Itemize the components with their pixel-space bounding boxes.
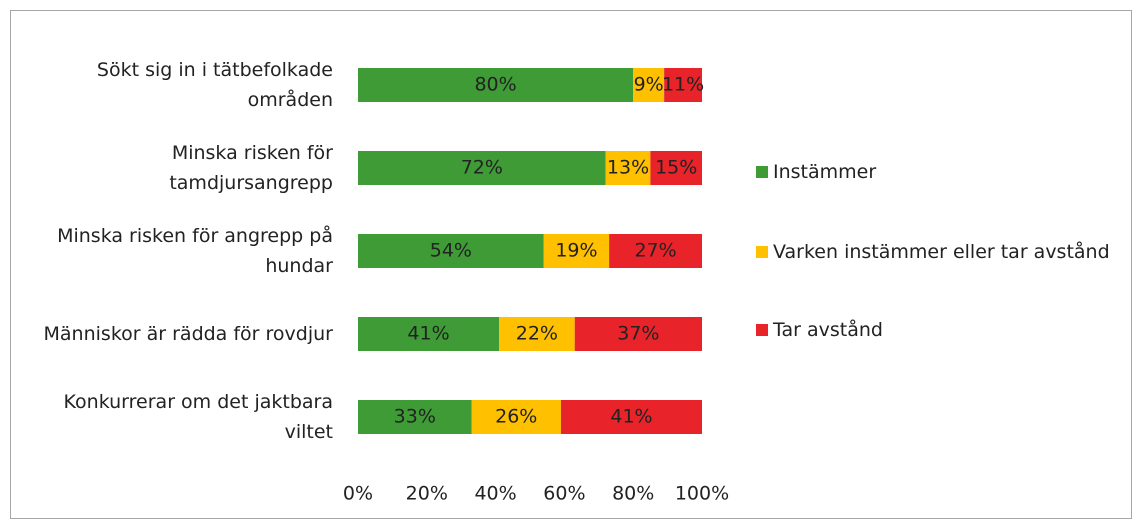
data-label: 54% bbox=[430, 240, 472, 262]
data-label: 80% bbox=[474, 74, 516, 96]
bar-segment bbox=[609, 234, 702, 268]
data-label: 26% bbox=[495, 406, 537, 428]
bar-segment bbox=[633, 68, 665, 102]
data-label: 27% bbox=[634, 240, 676, 262]
bar-segment bbox=[664, 68, 702, 102]
data-label: 41% bbox=[407, 323, 449, 345]
x-tick-label: 0% bbox=[343, 483, 373, 505]
legend-marker bbox=[756, 324, 768, 336]
data-label: 13% bbox=[607, 157, 649, 179]
x-tick-label: 100% bbox=[675, 483, 729, 505]
data-label: 22% bbox=[516, 323, 558, 345]
data-label: 11% bbox=[662, 74, 704, 96]
data-label: 15% bbox=[655, 157, 697, 179]
category-label: Människor är rädda för rovdjur bbox=[44, 323, 334, 345]
category-label: Konkurrerar om det jaktbara viltet bbox=[64, 391, 333, 443]
legend-label: Tar avstånd bbox=[772, 318, 883, 341]
bar-segment bbox=[574, 317, 702, 351]
category-label: Sökt sig in i tätbefolkade områden bbox=[97, 59, 333, 111]
x-tick-label: 40% bbox=[474, 483, 516, 505]
category-label: Minska risken för angrepp på hundar bbox=[57, 224, 333, 277]
x-tick-label: 80% bbox=[612, 483, 654, 505]
legend-marker bbox=[756, 166, 768, 178]
bar-segment bbox=[499, 317, 575, 351]
x-tick-label: 20% bbox=[406, 483, 448, 505]
bar-segment bbox=[471, 400, 561, 434]
bar-segment bbox=[358, 400, 472, 434]
bar-segment bbox=[543, 234, 610, 268]
bar-segment bbox=[358, 151, 606, 185]
bar-segment bbox=[358, 68, 634, 102]
x-tick-label: 60% bbox=[543, 483, 585, 505]
data-label: 37% bbox=[617, 323, 659, 345]
category-label: Minska risken för tamdjursangrepp bbox=[169, 142, 333, 194]
bar-segment bbox=[358, 234, 544, 268]
legend-label: Instämmer bbox=[773, 161, 876, 183]
data-label: 41% bbox=[610, 406, 652, 428]
bar-segment bbox=[560, 400, 702, 434]
data-label: 33% bbox=[394, 406, 436, 428]
data-label: 9% bbox=[634, 74, 664, 96]
data-label: 19% bbox=[555, 240, 597, 262]
bar-segment bbox=[358, 317, 500, 351]
legend-label: Varken instämmer eller tar avstånd bbox=[773, 240, 1110, 263]
data-label: 72% bbox=[461, 157, 503, 179]
bar-segment bbox=[605, 151, 651, 185]
legend-marker bbox=[756, 246, 768, 258]
bar-segment bbox=[650, 151, 702, 185]
